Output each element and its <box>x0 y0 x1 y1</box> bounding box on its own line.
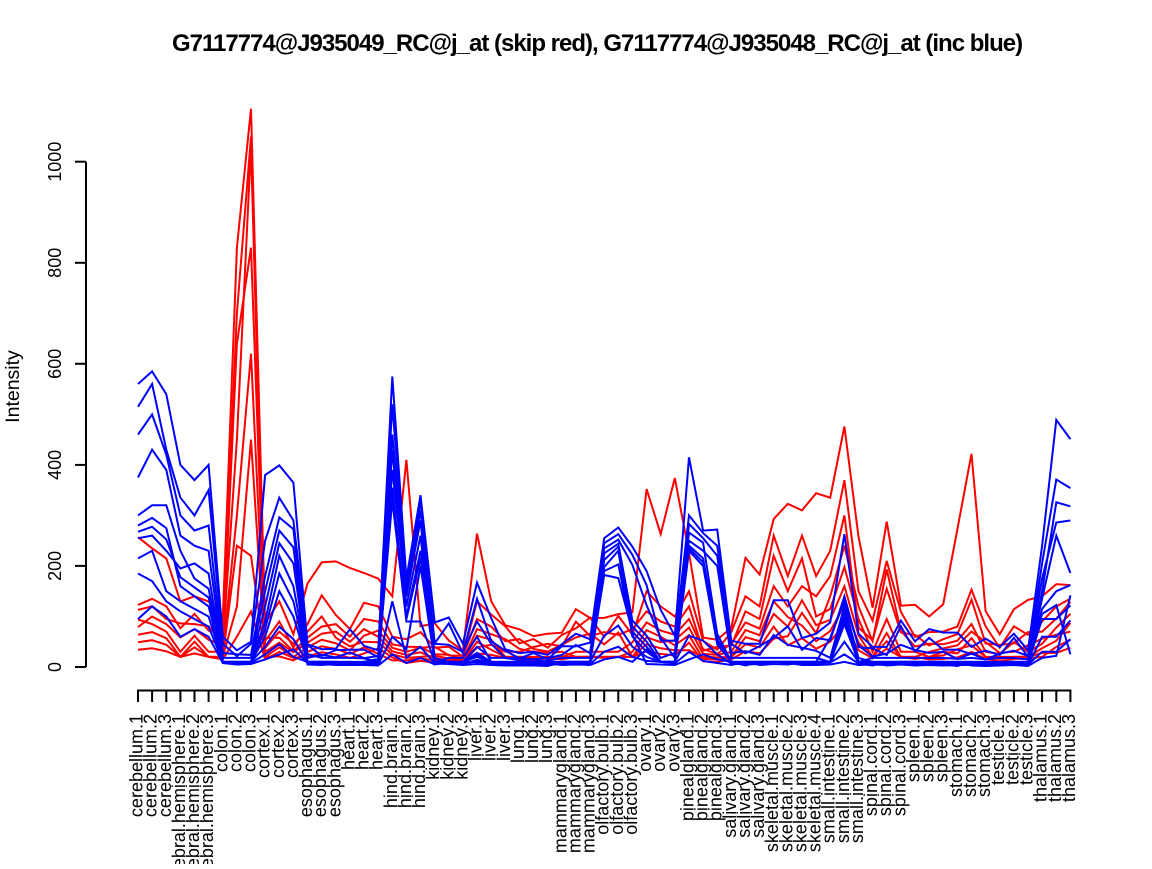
svg-text:skeletal.muscle.4: skeletal.muscle.4 <box>805 714 825 852</box>
svg-text:600: 600 <box>45 349 65 379</box>
svg-text:olfactory.bulb.3: olfactory.bulb.3 <box>621 714 641 835</box>
svg-text:thalamus.1: thalamus.1 <box>1031 714 1051 802</box>
svg-text:small.intestine.3: small.intestine.3 <box>847 714 867 843</box>
svg-text:stomach.2: stomach.2 <box>960 714 980 797</box>
svg-text:esophagus.2: esophagus.2 <box>310 714 330 817</box>
svg-text:stomach.3: stomach.3 <box>974 714 994 797</box>
svg-text:thalamus.3: thalamus.3 <box>1059 714 1079 802</box>
svg-text:esophagus.3: esophagus.3 <box>324 714 344 817</box>
svg-text:small.intestine.2: small.intestine.2 <box>833 714 853 843</box>
svg-text:stomach.1: stomach.1 <box>946 714 966 797</box>
svg-text:liver.2: liver.2 <box>480 714 500 761</box>
svg-text:kidney.1: kidney.1 <box>423 714 443 780</box>
svg-text:ovary.1: ovary.1 <box>635 714 655 772</box>
svg-text:pinealgland.3: pinealgland.3 <box>706 714 726 821</box>
svg-text:colon.3: colon.3 <box>240 714 260 772</box>
svg-text:salivary.gland.2: salivary.gland.2 <box>734 714 754 838</box>
svg-text:800: 800 <box>45 248 65 278</box>
svg-text:pinealgland.2: pinealgland.2 <box>692 714 712 821</box>
svg-text:G7117774@J935049_RC@j_at (skip: G7117774@J935049_RC@j_at (skip red), G71… <box>172 30 1022 57</box>
svg-text:skeletal.muscle.1: skeletal.muscle.1 <box>762 714 782 852</box>
svg-text:salivary.gland.1: salivary.gland.1 <box>720 714 740 838</box>
svg-text:testicle.3: testicle.3 <box>1017 714 1037 785</box>
svg-text:testicle.1: testicle.1 <box>988 714 1008 785</box>
svg-text:hind.brain.2: hind.brain.2 <box>395 714 415 808</box>
svg-text:heart.1: heart.1 <box>338 714 358 770</box>
svg-text:kidney.2: kidney.2 <box>437 714 457 780</box>
svg-text:cerebellum.1: cerebellum.1 <box>127 714 147 817</box>
svg-text:ovary.3: ovary.3 <box>663 714 683 772</box>
svg-text:cerebral.hemisphere.2: cerebral.hemisphere.2 <box>183 714 203 864</box>
svg-text:spleen.2: spleen.2 <box>918 714 938 782</box>
svg-text:cortex.2: cortex.2 <box>268 714 288 778</box>
svg-text:liver.3: liver.3 <box>494 714 514 761</box>
svg-text:cerebral.hemisphere.3: cerebral.hemisphere.3 <box>197 714 217 864</box>
svg-text:spinal.cord.1: spinal.cord.1 <box>861 714 881 816</box>
svg-text:skeletal.muscle.3: skeletal.muscle.3 <box>791 714 811 852</box>
svg-text:lung.2: lung.2 <box>522 714 542 763</box>
svg-text:hind.brain.1: hind.brain.1 <box>381 714 401 808</box>
svg-text:salivary.gland.3: salivary.gland.3 <box>748 714 768 838</box>
svg-text:hind.brain.3: hind.brain.3 <box>409 714 429 808</box>
svg-text:thalamus.2: thalamus.2 <box>1045 714 1065 802</box>
svg-text:spinal.cord.2: spinal.cord.2 <box>875 714 895 816</box>
svg-text:1000: 1000 <box>45 142 65 182</box>
svg-text:cerebellum.2: cerebellum.2 <box>141 714 161 817</box>
svg-text:spleen.3: spleen.3 <box>932 714 952 782</box>
svg-text:mammarygland.3: mammarygland.3 <box>579 714 599 853</box>
svg-text:spinal.cord.3: spinal.cord.3 <box>889 714 909 816</box>
svg-text:small.intestine.1: small.intestine.1 <box>819 714 839 843</box>
svg-text:cerebellum.3: cerebellum.3 <box>155 714 175 817</box>
svg-text:ovary.2: ovary.2 <box>649 714 669 772</box>
svg-text:kidney.3: kidney.3 <box>451 714 471 780</box>
svg-text:cortex.3: cortex.3 <box>282 714 302 778</box>
svg-text:heart.2: heart.2 <box>353 714 373 770</box>
svg-text:cortex.1: cortex.1 <box>254 714 274 778</box>
svg-text:olfactory.bulb.2: olfactory.bulb.2 <box>607 714 627 835</box>
svg-text:400: 400 <box>45 450 65 480</box>
svg-text:mammarygland.2: mammarygland.2 <box>564 714 584 853</box>
svg-text:colon.2: colon.2 <box>225 714 245 772</box>
svg-text:spleen.1: spleen.1 <box>904 714 924 782</box>
svg-text:pinealgland.1: pinealgland.1 <box>678 714 698 821</box>
svg-text:Intensity: Intensity <box>2 350 24 423</box>
svg-text:esophagus.1: esophagus.1 <box>296 714 316 817</box>
svg-text:200: 200 <box>45 551 65 581</box>
svg-text:lung.1: lung.1 <box>508 714 528 763</box>
svg-text:0: 0 <box>45 662 65 672</box>
svg-text:liver.1: liver.1 <box>466 714 486 761</box>
svg-text:olfactory.bulb.1: olfactory.bulb.1 <box>593 714 613 835</box>
svg-text:cerebral.hemisphere.1: cerebral.hemisphere.1 <box>169 714 189 864</box>
svg-text:lung.3: lung.3 <box>536 714 556 763</box>
svg-text:skeletal.muscle.2: skeletal.muscle.2 <box>776 714 796 852</box>
svg-text:testicle.2: testicle.2 <box>1002 714 1022 785</box>
svg-text:heart.3: heart.3 <box>367 714 387 770</box>
svg-text:colon.1: colon.1 <box>211 714 231 772</box>
svg-text:mammarygland.1: mammarygland.1 <box>550 714 570 853</box>
